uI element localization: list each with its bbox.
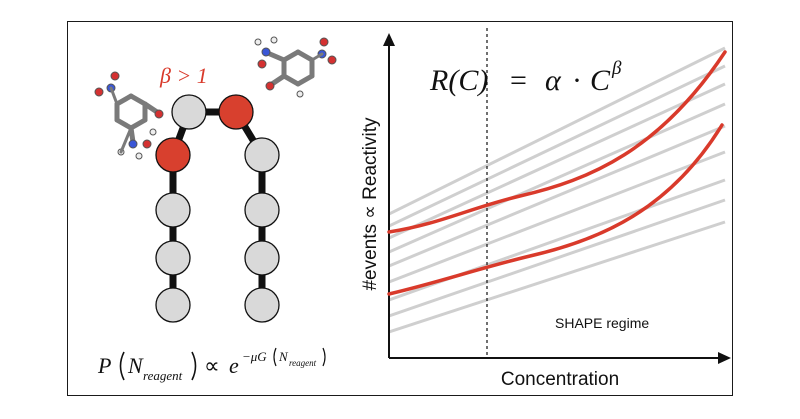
node <box>155 240 191 276</box>
axes <box>388 44 720 359</box>
formula-subscript: reagent <box>143 368 183 383</box>
reactive-node <box>155 137 191 173</box>
exp-left-paren <box>273 347 277 367</box>
reagent-molecule-icon <box>254 36 337 98</box>
lower-curve <box>387 123 724 296</box>
power-law-equation: R(C) = α · C β <box>429 58 622 97</box>
formula-n: N <box>127 353 144 378</box>
formula-propto: ∝ <box>204 353 220 378</box>
right-paren <box>191 351 197 381</box>
left-strand-nodes <box>155 94 207 323</box>
formula-exp-subscript: reagent <box>289 358 317 368</box>
right-strand-nodes <box>218 94 280 323</box>
node <box>244 137 280 173</box>
reagent-molecule-icon <box>94 71 164 160</box>
probability-formula: P N reagent ∝ e −μG N reagent <box>97 347 326 383</box>
reactive-node <box>218 94 254 130</box>
formula-e: e <box>229 353 239 378</box>
formula-exp-n: N <box>278 349 289 364</box>
node <box>155 192 191 228</box>
power-law-curves <box>387 50 727 296</box>
equation-alpha: α <box>545 64 562 97</box>
exp-right-paren <box>322 347 326 367</box>
formula-p: P <box>97 353 111 378</box>
equation-dot: · <box>572 64 582 97</box>
upper-curve <box>387 50 727 234</box>
equation-c: C <box>590 64 611 97</box>
equation-lhs: R(C) <box>429 64 488 97</box>
hairpin-diagram: β > 1 <box>94 36 337 383</box>
equation-exponent: β <box>611 58 622 79</box>
left-paren <box>119 351 125 381</box>
background-curves <box>389 46 726 334</box>
loop-node <box>171 94 207 130</box>
node <box>155 287 191 323</box>
y-axis-label: #events ∝ Reactivity <box>360 117 381 291</box>
node <box>244 287 280 323</box>
beta-label: β > 1 <box>159 63 208 88</box>
x-axis-label: Concentration <box>501 369 619 390</box>
regime-label: SHAPE regime <box>555 315 649 331</box>
equation-equals: = <box>510 64 527 97</box>
x-axis-arrow-icon <box>718 352 731 364</box>
y-axis-arrow-icon <box>383 33 395 46</box>
node <box>244 192 280 228</box>
reactivity-plot: R(C) = α · C β #events ∝ Reactivity Conc… <box>360 28 731 390</box>
formula-exponent: −μG <box>242 349 267 364</box>
node <box>244 240 280 276</box>
